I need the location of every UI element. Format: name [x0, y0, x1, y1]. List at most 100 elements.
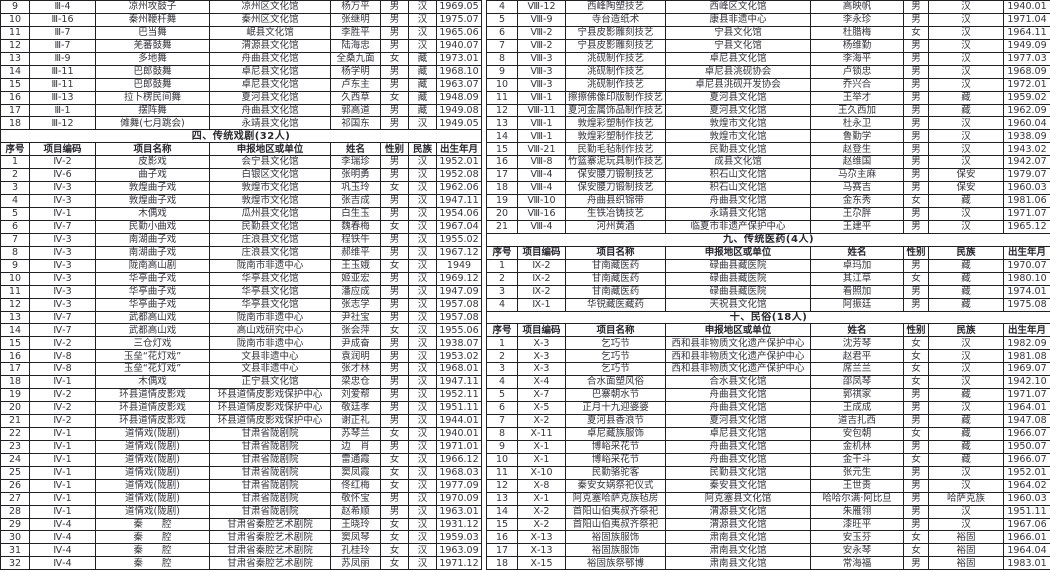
cell-project: 秦州鞭杆舞	[95, 12, 210, 27]
cell-code: Ⅳ-4	[29, 517, 96, 532]
cell-gender: 男	[903, 51, 929, 66]
cell-index: 1	[486, 258, 518, 273]
cell-project: 道情戏(陇剧)	[95, 491, 210, 506]
cell-name: 李胜平	[330, 25, 381, 40]
cell-project: 摆阵舞	[95, 103, 210, 118]
cell-gender: 男	[903, 284, 929, 299]
cell-name: 张才林	[330, 362, 381, 377]
cell-name: 窦凤琴	[330, 530, 381, 545]
cell-birthdate: 1972.01	[1003, 77, 1050, 92]
cell-code: Ⅷ-16	[517, 207, 566, 221]
cell-gender: 女	[380, 219, 409, 234]
cell-unit: 舟曲县文化馆	[209, 103, 331, 118]
table-row: 15 Ⅷ-21 民勤毛毡制作技艺 民勤县文化馆 赵登生男汉 1943.02	[486, 142, 1050, 157]
cell-name: 李海平	[810, 51, 904, 66]
cell-birthdate: 1960.03	[1003, 491, 1050, 506]
cell-birthdate: 1955.02	[436, 232, 482, 247]
table-row: 16 Ⅹ-13 裕固族服饰 肃南县文化馆 安玉芬女裕固 1966.01	[486, 530, 1050, 545]
cell-name: 全桑九面	[330, 51, 381, 66]
cell-gender: 女	[380, 465, 409, 480]
table-row: 12 Ⅹ-8 秦安女娲祭祀仪式 秦安县文化馆 王世贵男汉 1964.02	[486, 478, 1050, 493]
cell-name: 苏琴兰	[330, 426, 381, 441]
cell-unit: 卓尼县文化馆	[209, 77, 331, 92]
cell-unit: 甘肃省陇剧院	[209, 504, 331, 519]
cell-code: Ⅲ-11	[29, 77, 96, 92]
cell-gender: 男	[903, 491, 929, 506]
cell-ethnicity: 汉	[408, 12, 437, 27]
cell-birthdate: 1947.11	[436, 194, 482, 208]
cell-code: Ⅹ-8	[517, 478, 566, 493]
cell-name: 卓玛加	[810, 258, 904, 273]
cell-unit: 甘肃省陇剧院	[209, 452, 331, 467]
cell-project: 宁县皮影雕刻技艺	[565, 25, 666, 40]
cell-code: Ⅷ-11	[517, 103, 566, 118]
cell-name: 阿振廷	[810, 297, 904, 312]
cell-name: 敬怀宝	[330, 491, 381, 506]
cell-project: 秦 腔	[95, 517, 210, 532]
cell-birthdate: 1969.07	[1003, 362, 1050, 377]
cell-unit: 陇南市非遗中心	[209, 336, 331, 351]
cell-ethnicity: 汉	[408, 375, 437, 390]
cell-index: 31	[0, 543, 30, 558]
cell-gender: 女	[380, 258, 409, 273]
table-row: 19 Ⅳ-2 环县道情皮影戏 环县道情皮影戏保护中心 刘爱帮男汉 1952.11	[0, 388, 482, 403]
cell-name: 王世贵	[810, 478, 904, 493]
cell-birthdate: 1952.11	[436, 388, 482, 403]
cell-birthdate: 1950.07	[1003, 439, 1050, 454]
cell-index: 4	[486, 297, 518, 312]
cell-index: 3	[486, 284, 518, 299]
cell-ethnicity: 汉	[408, 336, 437, 351]
cell-project: 洮砚制作技艺	[565, 64, 666, 79]
cell-unit: 白银区文化馆	[209, 168, 331, 183]
cell-gender: 男	[903, 64, 929, 79]
section-title: 十、民俗(18人)	[486, 310, 1050, 325]
section-header-row: 九、传统医药(4人)	[486, 232, 1050, 247]
table-row: 14 Ⅹ-2 首阳山伯夷叔齐祭祀 渭源县文化馆 朱雁翎男汉 1951.11	[486, 504, 1050, 519]
cell-ethnicity: 汉	[408, 452, 437, 467]
cell-birthdate: 1938.09	[1003, 129, 1050, 144]
cell-project: 敦煌曲子戏	[95, 181, 210, 196]
cell-ethnicity: 汉	[408, 38, 437, 53]
cell-unit: 夏河县文化馆	[209, 90, 331, 105]
cell-birthdate: 1964.11	[1003, 25, 1050, 40]
cell-unit: 秦安县文化馆	[665, 478, 811, 493]
cell-project: 木偶戏	[95, 207, 210, 221]
cell-project: 西峰陶塑技艺	[565, 0, 666, 14]
cell-project: 秦 腔	[95, 530, 210, 545]
cell-birthdate: 1947.09	[436, 284, 482, 299]
cell-name: 谢正礼	[330, 414, 381, 428]
cell-ethnicity: 汉	[928, 155, 1004, 170]
cell-birthdate: 1963.01	[436, 504, 482, 519]
cell-code: Ⅲ-7	[29, 25, 96, 40]
cell-gender: 男	[903, 207, 929, 221]
table-row: 5 Ⅷ-9 寺台造纸术 康县非遗中心 李永珍男汉 1971.04	[486, 12, 1050, 27]
table-row: 14 Ⅷ-1 敦煌彩塑制作技艺 敦煌市文化馆 鲁勤学男汉 1938.09	[486, 129, 1050, 144]
cell-project: 首阳山伯夷叔齐祭祀	[565, 517, 666, 532]
cell-name: 张志学	[330, 297, 381, 312]
cell-birthdate: 1940.07	[436, 38, 482, 53]
cell-gender: 女	[380, 426, 409, 441]
cell-code: Ⅳ-1	[29, 207, 96, 221]
table-row: 2 Ⅹ-3 乞巧节 西和县非物质文化遗产保护中心 赵君平女汉 1981.08	[486, 349, 1050, 364]
cell-name: 杜腊梅	[810, 25, 904, 40]
cell-index: 1	[486, 336, 518, 351]
cell-birthdate: 1942.10	[1003, 375, 1050, 390]
cell-birthdate: 1966.12	[436, 452, 482, 467]
cell-project: 多地舞	[95, 51, 210, 66]
cell-index: 10	[0, 12, 30, 27]
table-row: 8 Ⅷ-3 洮砚制作技艺 卓尼县文化馆 李海平男汉 1977.03	[486, 51, 1050, 66]
cell-code: Ⅷ-3	[517, 77, 566, 92]
cell-index: 6	[0, 219, 30, 234]
cell-code: Ⅹ-13	[517, 543, 566, 558]
cell-name: 李永珍	[810, 12, 904, 27]
cell-gender: 男	[903, 181, 929, 196]
cell-gender: 男	[380, 207, 409, 221]
cell-ethnicity: 汉	[408, 284, 437, 299]
cell-index: 15	[486, 142, 518, 157]
cell-unit: 康县非遗中心	[665, 12, 811, 27]
cell-gender: 男	[380, 12, 409, 27]
cell-ethnicity: 汉	[408, 504, 437, 519]
cell-project: 乞巧节	[565, 349, 666, 364]
cell-ethnicity: 汉	[408, 232, 437, 247]
cell-unit: 华亭县文化馆	[209, 284, 331, 299]
